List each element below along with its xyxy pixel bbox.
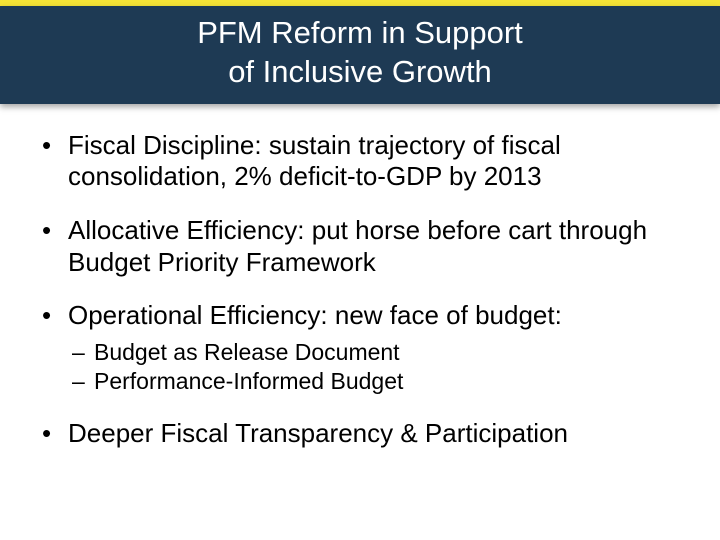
sub-text: Budget as Release Document [94, 339, 400, 365]
sub-item: Performance-Informed Budget [68, 367, 688, 396]
bullet-text: Fiscal Discipline: sustain trajectory of… [68, 130, 561, 192]
bullet-item: Fiscal Discipline: sustain trajectory of… [32, 130, 688, 193]
bullet-list: Fiscal Discipline: sustain trajectory of… [32, 130, 688, 450]
bullet-text: Allocative Efficiency: put horse before … [68, 215, 647, 277]
sub-item: Budget as Release Document [68, 338, 688, 367]
slide-header: PFM Reform in Support of Inclusive Growt… [0, 6, 720, 104]
slide-title: PFM Reform in Support of Inclusive Growt… [0, 14, 720, 92]
bullet-item: Operational Efficiency: new face of budg… [32, 300, 688, 395]
bullet-text: Deeper Fiscal Transparency & Participati… [68, 418, 568, 448]
sub-text: Performance-Informed Budget [94, 368, 403, 394]
slide: PFM Reform in Support of Inclusive Growt… [0, 0, 720, 540]
bullet-text: Operational Efficiency: new face of budg… [68, 300, 562, 330]
bullet-item: Deeper Fiscal Transparency & Participati… [32, 418, 688, 450]
slide-title-line2: of Inclusive Growth [228, 54, 492, 89]
slide-content: Fiscal Discipline: sustain trajectory of… [0, 104, 720, 450]
slide-title-line1: PFM Reform in Support [197, 15, 523, 50]
sub-list: Budget as Release Document Performance-I… [68, 338, 688, 396]
bullet-item: Allocative Efficiency: put horse before … [32, 215, 688, 278]
